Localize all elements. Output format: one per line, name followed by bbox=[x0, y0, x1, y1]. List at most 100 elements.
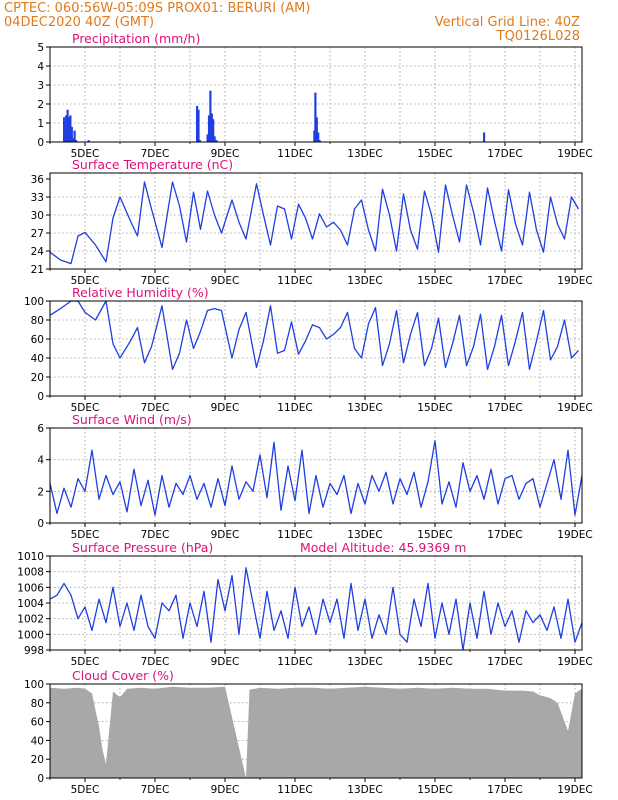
series-line bbox=[49, 300, 579, 371]
precip-bar bbox=[206, 134, 209, 142]
x-tick-label: 5DEC bbox=[71, 784, 100, 796]
panel-frame bbox=[49, 427, 583, 524]
y-tick-label: 36 bbox=[31, 174, 45, 186]
precip-bar bbox=[65, 115, 68, 142]
y-tick-label: 33 bbox=[31, 192, 44, 204]
precip-bar bbox=[483, 132, 486, 142]
y-tick-label: 40 bbox=[31, 735, 44, 747]
y-tick-label: 3 bbox=[37, 80, 44, 92]
x-tick-label: 15DEC bbox=[417, 656, 452, 668]
precip-bar bbox=[70, 126, 73, 142]
y-tick-label: 1008 bbox=[17, 567, 44, 579]
y-tick-label: 4 bbox=[37, 61, 44, 73]
x-tick-label: 15DEC bbox=[417, 275, 452, 287]
panel-0: Precipitation (mm/h) 0 1 2 3 4 5 5DEC 7DEC 9DEC 11… bbox=[37, 31, 592, 160]
x-tick-label: 5DEC bbox=[71, 275, 100, 287]
y-tick-label: 100 bbox=[24, 679, 44, 691]
x-tick-label: 9DEC bbox=[211, 656, 240, 668]
x-tick-label: 19DEC bbox=[557, 784, 592, 796]
y-tick-label: 60 bbox=[31, 334, 44, 346]
x-tick-label: 7DEC bbox=[141, 656, 170, 668]
x-tick-label: 11DEC bbox=[277, 656, 312, 668]
x-tick-label: 7DEC bbox=[141, 784, 170, 796]
precip-bar bbox=[314, 92, 317, 142]
y-tick-label: 21 bbox=[31, 264, 44, 276]
x-tick-label: 11DEC bbox=[277, 148, 312, 160]
precip-bar bbox=[196, 105, 199, 142]
x-tick-label: 17DEC bbox=[487, 784, 522, 796]
cloud-area bbox=[50, 686, 582, 778]
panel-title: Surface Wind (m/s) bbox=[72, 412, 192, 427]
y-tick-label: 1002 bbox=[17, 614, 44, 626]
header-model-code: TQ0126L028 bbox=[496, 29, 580, 44]
panel-2: Relative Humidity (%) 0 20 40 60 80 100 5DEC 7DE… bbox=[24, 285, 593, 414]
x-tick-label: 9DEC bbox=[211, 529, 240, 541]
x-tick-label: 15DEC bbox=[417, 784, 452, 796]
y-tick-label: 0 bbox=[37, 773, 44, 785]
panel-title: Cloud Cover (%) bbox=[72, 668, 174, 683]
y-tick-label: 1006 bbox=[17, 582, 44, 594]
header-grid-note: Vertical Grid Line: 40Z bbox=[435, 15, 580, 30]
y-tick-label: 24 bbox=[31, 246, 45, 258]
y-tick-label: 4 bbox=[37, 455, 44, 467]
x-tick-label: 15DEC bbox=[417, 529, 452, 541]
y-tick-label: 2 bbox=[37, 99, 44, 111]
x-tick-label: 7DEC bbox=[141, 275, 170, 287]
x-tick-label: 5DEC bbox=[71, 529, 100, 541]
panel-4: Surface Pressure (hPa) Model Altitude: 45… bbox=[17, 540, 592, 668]
y-tick-label: 30 bbox=[31, 210, 44, 222]
x-tick-label: 13DEC bbox=[347, 275, 382, 287]
panel-title: Surface Pressure (hPa) bbox=[72, 540, 213, 555]
panel-frame bbox=[49, 683, 583, 779]
precip-bar bbox=[72, 138, 75, 142]
precip-bar bbox=[67, 117, 71, 142]
x-tick-label: 7DEC bbox=[141, 402, 170, 414]
panel-title: Relative Humidity (%) bbox=[72, 285, 209, 300]
x-tick-label: 7DEC bbox=[141, 529, 170, 541]
panel-annotation: Model Altitude: 45.9369 m bbox=[300, 540, 466, 555]
x-tick-label: 11DEC bbox=[277, 402, 312, 414]
x-tick-label: 13DEC bbox=[347, 402, 382, 414]
panels-group: Precipitation (mm/h) 0 1 2 3 4 5 5DEC 7DEC 9DEC 11… bbox=[17, 31, 592, 796]
y-tick-label: 80 bbox=[31, 315, 44, 327]
x-tick-label: 13DEC bbox=[347, 529, 382, 541]
panel-1: Surface Temperature (nC) 21 24 27 30 33 36 5DEC… bbox=[31, 157, 593, 287]
y-tick-label: 5 bbox=[37, 42, 44, 54]
y-tick-label: 20 bbox=[31, 754, 44, 766]
y-tick-label: 100 bbox=[24, 296, 44, 308]
precip-bar bbox=[212, 119, 215, 142]
panel-5: Cloud Cover (%) 0 20 40 60 80 100 5DEC 7DEC 9DEC 1… bbox=[24, 668, 593, 796]
precip-bar bbox=[73, 130, 76, 142]
precip-bar bbox=[198, 140, 201, 142]
precip-bar bbox=[63, 117, 66, 142]
y-tick-label: 6 bbox=[37, 423, 44, 435]
panel-title: Precipitation (mm/h) bbox=[72, 31, 200, 46]
panel-3: Surface Wind (m/s) 0 2 4 6 5DEC 7DEC 9DEC 11DEC 1… bbox=[37, 412, 592, 541]
x-tick-label: 19DEC bbox=[557, 529, 592, 541]
y-tick-label: 2 bbox=[37, 486, 44, 498]
y-tick-label: 0 bbox=[37, 518, 44, 530]
x-tick-label: 11DEC bbox=[277, 784, 312, 796]
precip-bar bbox=[87, 140, 90, 142]
precip-bar bbox=[69, 115, 72, 142]
precip-bar bbox=[66, 109, 69, 142]
x-tick-label: 17DEC bbox=[487, 529, 522, 541]
y-tick-label: 1010 bbox=[17, 551, 44, 563]
x-tick-label: 17DEC bbox=[487, 148, 522, 160]
x-tick-label: 9DEC bbox=[211, 784, 240, 796]
y-tick-label: 80 bbox=[31, 698, 44, 710]
x-tick-label: 19DEC bbox=[557, 656, 592, 668]
precip-bar bbox=[317, 132, 320, 142]
header-location: CPTEC: 060:56W-05:09S PROX01: BERURI (AM… bbox=[4, 1, 310, 16]
y-tick-label: 1 bbox=[37, 118, 44, 130]
precip-bar bbox=[215, 140, 218, 142]
y-tick-label: 1000 bbox=[17, 629, 44, 641]
x-tick-label: 5DEC bbox=[71, 656, 100, 668]
y-tick-label: 27 bbox=[31, 228, 44, 240]
x-tick-label: 11DEC bbox=[277, 529, 312, 541]
series-line bbox=[49, 181, 580, 265]
panel-frame bbox=[49, 300, 583, 397]
y-tick-label: 40 bbox=[31, 353, 44, 365]
y-tick-label: 60 bbox=[31, 717, 44, 729]
x-tick-label: 15DEC bbox=[417, 148, 452, 160]
